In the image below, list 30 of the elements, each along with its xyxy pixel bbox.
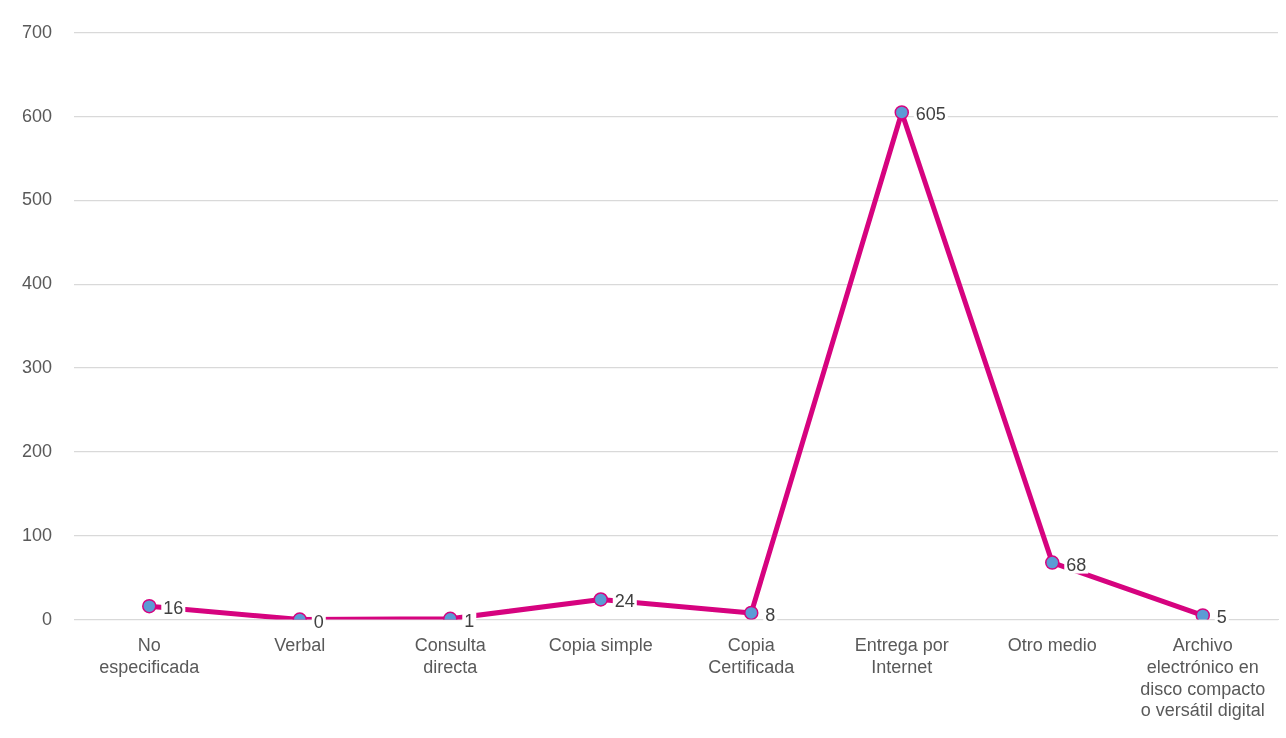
data-label: 24: [614, 591, 635, 612]
data-label: 5: [1216, 607, 1227, 628]
x-tick-label: No especificada: [99, 635, 201, 677]
x-tick-label: Consulta directa: [414, 635, 487, 677]
x-tick-label: Entrega por Internet: [854, 635, 949, 677]
data-label: 1: [464, 610, 475, 631]
x-tick-label: Copia simple: [548, 635, 653, 656]
point: [142, 598, 157, 614]
point: [744, 605, 759, 620]
point: [593, 592, 609, 607]
x-tick-label: Otro medio: [1007, 635, 1097, 656]
data-label: 16: [163, 598, 184, 619]
data-label: 8: [765, 604, 776, 625]
data-label: 68: [1066, 554, 1087, 575]
point: [1045, 555, 1060, 570]
x-tick-label: Verbal: [274, 635, 326, 656]
point: [894, 105, 910, 120]
y-tick-label: 700: [21, 21, 53, 42]
x-tick-label: Copia Certificada: [708, 635, 796, 677]
y-tick-label: 500: [21, 189, 53, 210]
data-label: 605: [915, 104, 946, 125]
y-tick-label: 600: [21, 105, 53, 126]
y-tick-label: 0: [42, 608, 53, 629]
point: [1195, 608, 1210, 620]
y-tick-label: 400: [21, 273, 53, 294]
x-tick-label: Archivo electrónico en disco compacto o versátil digital: [1140, 635, 1266, 721]
data-label: 0: [313, 611, 324, 632]
y-tick-label: 300: [21, 357, 53, 378]
y-tick-label: 100: [21, 524, 53, 545]
y-tick-label: 200: [21, 440, 53, 461]
